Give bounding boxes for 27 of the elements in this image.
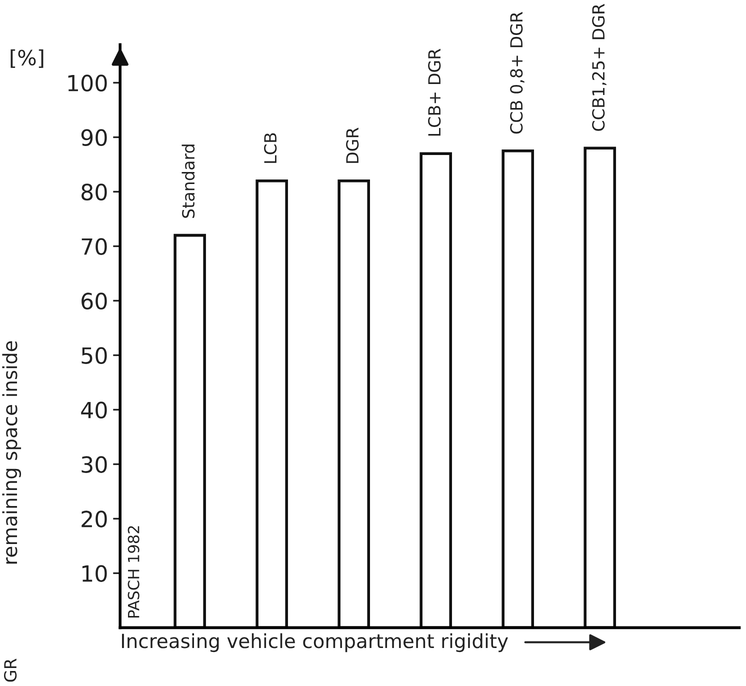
x-tick-label: DGR xyxy=(346,128,359,163)
y-tick-label: 80 xyxy=(82,184,107,200)
bar xyxy=(502,149,534,628)
x-tick-label: LCB xyxy=(264,133,277,163)
y-tick-label: 20 xyxy=(82,510,107,528)
x-tick-label: LCB+ DGR xyxy=(428,48,441,136)
y-tick-label: 100 xyxy=(68,74,107,92)
bar xyxy=(338,179,370,628)
text: [%] xyxy=(10,49,44,68)
bar xyxy=(256,179,288,628)
y-tick-label: 90 xyxy=(81,129,107,146)
x-tick-label: Standard xyxy=(182,144,195,218)
y-tick-label: 30 xyxy=(82,456,107,473)
text: GR xyxy=(4,658,17,682)
text: PASCH 1982 xyxy=(128,526,140,618)
bar xyxy=(584,146,616,628)
x-axis-title: Increasing vehicle compartment rigidity xyxy=(122,633,508,652)
y-tick-label: 70 xyxy=(82,238,107,255)
y-axis-title: remaining space inside xyxy=(2,341,22,564)
y-tick-label: 50 xyxy=(82,347,107,364)
bar xyxy=(174,234,206,628)
y-tick-label: 60 xyxy=(82,292,107,310)
bar xyxy=(420,152,452,628)
y-tick-label: 10 xyxy=(82,565,107,582)
x-tick-label: CCB1,25+ DGR xyxy=(592,4,606,131)
y-tick-label: 40 xyxy=(81,402,107,418)
x-tick-label: CCB 0,8+ DGR xyxy=(510,12,524,134)
